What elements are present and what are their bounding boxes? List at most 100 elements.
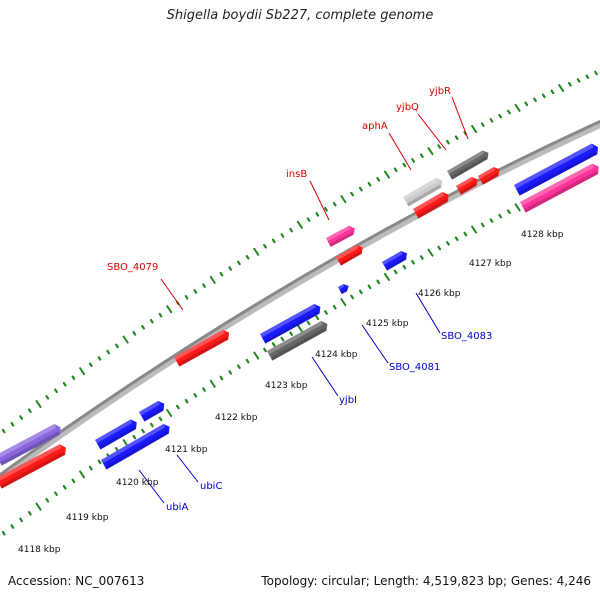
gene-label-yjbr[interactable]: yjbR bbox=[429, 86, 451, 97]
outer-tick bbox=[271, 238, 276, 244]
gene-label-insb[interactable]: insB bbox=[286, 169, 307, 180]
gene-label-sbo-4083[interactable]: SBO_4083 bbox=[441, 331, 492, 342]
outer-tick bbox=[402, 162, 407, 168]
scale-label: 4118 kbp bbox=[18, 545, 61, 555]
inner-tick bbox=[228, 370, 233, 375]
accession-label: Accession: NC_007613 bbox=[8, 574, 145, 588]
inner-tick bbox=[184, 398, 189, 404]
outer-tick bbox=[122, 335, 129, 344]
outer-tick bbox=[524, 101, 529, 107]
connector-yjbq bbox=[417, 113, 447, 151]
outer-tick bbox=[79, 367, 86, 376]
inner-tick bbox=[158, 416, 163, 422]
outer-tick bbox=[1, 428, 6, 434]
genome-summary: Topology: circular; Length: 4,519,823 bp… bbox=[261, 574, 591, 588]
scale-label: 4124 kbp bbox=[315, 350, 358, 360]
inner-tick bbox=[514, 203, 521, 212]
feature-ubic-b[interactable] bbox=[139, 399, 167, 422]
outer-tick bbox=[498, 113, 503, 119]
feature-yjbq-gray[interactable] bbox=[447, 149, 491, 180]
outer-tick bbox=[533, 97, 537, 103]
feature-right-blue[interactable] bbox=[514, 142, 600, 196]
feature-apha-gray[interactable] bbox=[403, 176, 445, 207]
outer-tick bbox=[10, 421, 15, 427]
inner-tick bbox=[219, 375, 224, 381]
outer-tick bbox=[193, 289, 198, 294]
inner-tick bbox=[506, 209, 511, 215]
feature-yjbq[interactable] bbox=[456, 175, 480, 195]
inner-tick bbox=[411, 259, 415, 265]
outer-tick bbox=[480, 122, 485, 127]
scale-label: 4128 kbp bbox=[521, 230, 564, 240]
inner-tick bbox=[315, 315, 320, 321]
genome-backbone bbox=[0, 119, 600, 477]
inner-tick bbox=[19, 517, 24, 523]
outer-tick bbox=[62, 381, 67, 387]
scale-label: 4122 kbp bbox=[215, 413, 258, 423]
outer-tick bbox=[454, 135, 459, 140]
feature-apha[interactable] bbox=[413, 190, 451, 219]
feature-yjbr[interactable] bbox=[478, 165, 502, 185]
outer-tick bbox=[71, 375, 76, 380]
outer-tick bbox=[376, 177, 381, 182]
outer-tick bbox=[106, 349, 111, 355]
inner-tick bbox=[471, 225, 478, 234]
outer-tick bbox=[35, 400, 42, 409]
inner-tick-ring bbox=[1, 167, 598, 536]
inner-tick bbox=[489, 218, 494, 223]
feature-yjbi-blue[interactable] bbox=[260, 302, 323, 344]
inner-tick bbox=[393, 269, 398, 275]
inner-tick bbox=[280, 336, 285, 342]
inner-tick bbox=[383, 272, 390, 281]
feature-ubia[interactable] bbox=[101, 422, 172, 470]
outer-tick bbox=[419, 153, 424, 159]
outer-tick bbox=[446, 139, 450, 145]
outer-tick bbox=[576, 78, 581, 83]
feature-insb-b[interactable] bbox=[336, 243, 365, 266]
gene-label-ubia[interactable]: ubiA bbox=[166, 502, 188, 513]
inner-tick bbox=[402, 264, 407, 270]
gene-label-yjbi[interactable]: yjbI bbox=[339, 395, 357, 406]
outer-tick bbox=[296, 220, 303, 229]
outer-tick bbox=[324, 206, 328, 212]
outer-tick bbox=[141, 324, 145, 330]
inner-tick bbox=[97, 459, 102, 465]
feature-insb-a[interactable] bbox=[326, 224, 357, 247]
scale-labels: 4118 kbp 4119 kbp 4120 kbp 4121 kbp 4122… bbox=[18, 230, 564, 555]
scale-label: 4120 kbp bbox=[116, 478, 159, 488]
inner-tick bbox=[10, 524, 15, 529]
feature-sbo-4083[interactable] bbox=[382, 249, 410, 271]
inner-tick bbox=[350, 294, 355, 300]
outer-tick bbox=[166, 305, 173, 314]
outer-tick bbox=[115, 343, 119, 349]
scale-label: 4127 kbp bbox=[469, 259, 512, 269]
outer-tick bbox=[594, 70, 598, 76]
backbone-shadow bbox=[0, 120, 600, 483]
inner-tick bbox=[1, 530, 6, 536]
outer-tick bbox=[558, 84, 565, 93]
gene-label-apha[interactable]: aphA bbox=[362, 121, 388, 132]
inner-tick bbox=[149, 422, 154, 428]
gene-label-yjbq[interactable]: yjbQ bbox=[396, 102, 419, 113]
gene-label-ubic[interactable]: ubiC bbox=[200, 481, 222, 492]
feature-ubic-a[interactable] bbox=[95, 418, 139, 450]
label-connectors bbox=[138, 96, 469, 504]
feature-right-pink[interactable] bbox=[520, 162, 600, 213]
feature-purple[interactable] bbox=[0, 422, 63, 466]
inner-tick bbox=[332, 304, 337, 310]
outer-tick bbox=[289, 227, 294, 233]
gene-label-sbo-4081[interactable]: SBO_4081 bbox=[389, 362, 440, 373]
outer-tick bbox=[332, 201, 337, 207]
gene-label-sbo-4079[interactable]: SBO_4079 bbox=[107, 262, 158, 273]
feature-sbo-4079[interactable] bbox=[174, 328, 232, 367]
inner-tick bbox=[202, 387, 206, 392]
feature-red-left[interactable] bbox=[0, 442, 69, 489]
outer-tick bbox=[427, 147, 434, 156]
connector-ubic bbox=[176, 454, 199, 483]
outer-tick bbox=[541, 93, 546, 99]
feature-yjbi-gray[interactable] bbox=[267, 319, 330, 361]
feature-sbo-4081[interactable] bbox=[338, 282, 351, 295]
outer-tick bbox=[27, 408, 32, 414]
scale-label: 4123 kbp bbox=[265, 381, 308, 391]
